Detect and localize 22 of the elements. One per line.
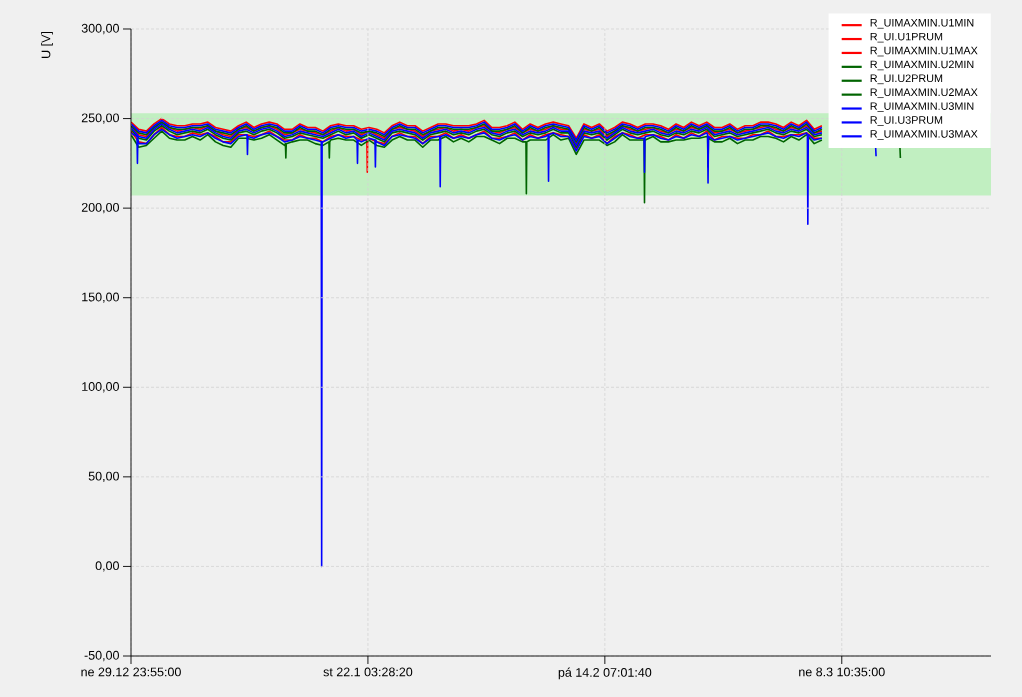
y-axis-title: U [V] [41, 32, 53, 58]
y-tick-label: 200,00 [81, 202, 119, 214]
legend-label: R_UI.U1PRUM [870, 32, 943, 43]
y-tick-label: 150,00 [82, 292, 119, 303]
y-tick-label: 50,00 [88, 471, 119, 483]
legend-label: R_UIMAXMIN.U2MAX [870, 88, 978, 99]
x-tick-label: st 22.1 03:28:20 [323, 667, 413, 677]
legend-label: R_UIMAXMIN.U3MIN [870, 102, 974, 112]
y-tick-label: 300,00 [81, 23, 119, 35]
x-tick-label: ne 29.12 23:55:00 [81, 667, 181, 677]
y-tick-label: -50,00 [84, 650, 119, 662]
x-tick-label: ne 8.3 10:35:00 [799, 667, 885, 677]
legend-label: R_UIMAXMIN.U3MAX [870, 130, 978, 140]
legend-label: R_UI.U2PRUM [870, 74, 943, 85]
x-tick-label: pá 14.2 07:01:40 [558, 667, 652, 680]
legend-label: R_UIMAXMIN.U2MIN [870, 60, 974, 71]
y-tick-label: 250,00 [81, 113, 119, 124]
y-tick-label: 0,00 [95, 561, 119, 572]
legend-label: R_UI.U3PRUM [870, 116, 943, 126]
legend-label: R_UIMAXMIN.U1MIN [870, 18, 974, 29]
legend-label: R_UIMAXMIN.U1MAX [870, 46, 978, 57]
y-tick-label: 100,00 [82, 382, 119, 393]
